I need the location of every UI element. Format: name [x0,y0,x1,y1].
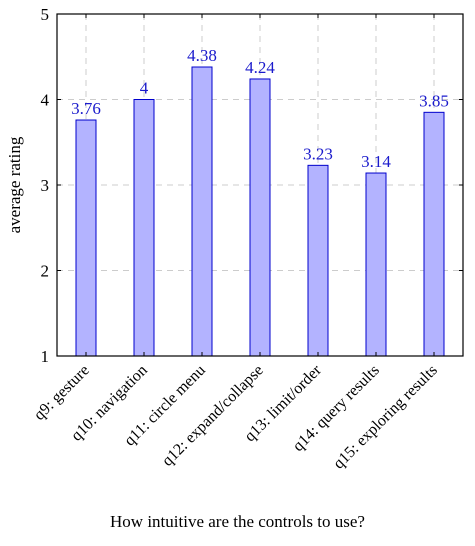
bar [365,172,387,357]
y-tick-label: 5 [41,5,50,24]
bar [423,111,445,357]
value-label: 3.23 [303,144,333,163]
value-label: 4.24 [245,58,275,77]
bar [191,66,213,357]
x-tick-label: q12: expand/collapse [159,362,267,470]
value-label: 3.85 [419,91,449,110]
value-label: 3.14 [361,152,391,171]
value-labels: 3.76 4 4.38 4.24 3.23 3.14 3.85 [71,46,449,171]
y-tick-label: 2 [41,262,50,281]
value-label: 3.76 [71,99,101,118]
bar [249,78,271,357]
x-tick-label: q9: gesture [31,362,93,424]
bars [75,66,445,357]
y-axis-label: average rating [5,136,24,233]
bar [307,164,329,357]
x-tick-label: q15: exploring results [330,362,441,473]
y-tick-label: 3 [41,176,50,195]
bar [133,99,155,357]
y-tick-labels: 1 2 3 4 5 [41,5,463,366]
value-label: 4.38 [187,46,217,65]
bar [75,119,97,357]
y-tick-label: 1 [41,347,50,366]
y-tick-label: 4 [41,91,50,110]
x-axis-label: How intuitive are the controls to use? [110,512,365,531]
value-label: 4 [140,79,149,98]
